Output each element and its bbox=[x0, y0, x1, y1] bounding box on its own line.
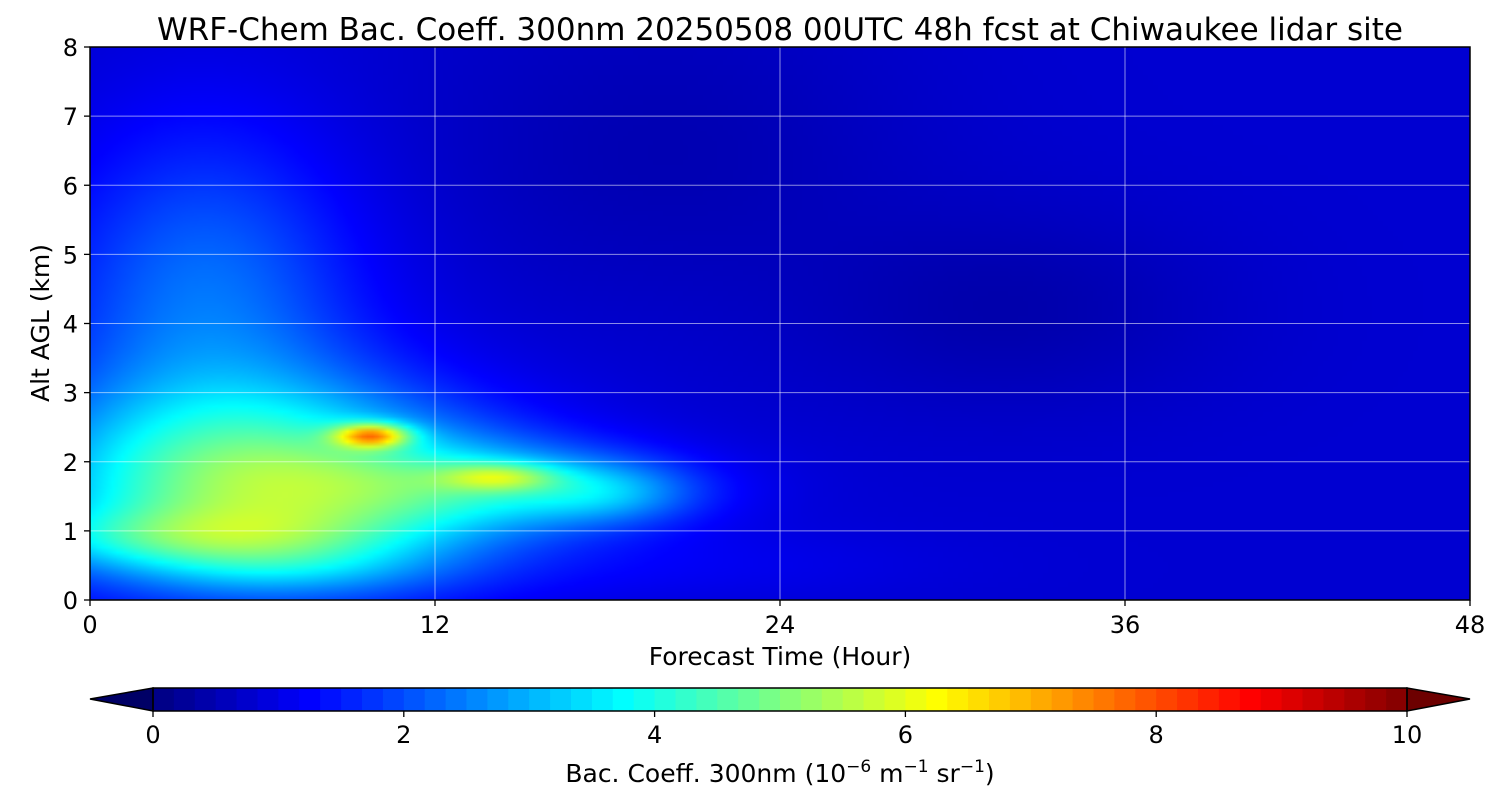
colorbar-segment bbox=[550, 688, 572, 711]
colorbar-segment bbox=[403, 688, 426, 711]
colorbar-segment bbox=[299, 688, 321, 711]
y-tick-label: 1 bbox=[63, 518, 78, 546]
colorbar-segment bbox=[173, 688, 196, 711]
colorbar-segment bbox=[968, 688, 990, 711]
colorbar-segment bbox=[842, 688, 865, 711]
colorbar-segment bbox=[884, 688, 906, 711]
colorbar-segment bbox=[1135, 688, 1157, 711]
colorbar-extend-min bbox=[89, 687, 154, 712]
y-tick-label: 2 bbox=[63, 449, 78, 477]
y-axis-label: Alt AGL (km) bbox=[26, 244, 55, 402]
colorbar-segment bbox=[571, 688, 593, 711]
colorbar-segment bbox=[1072, 688, 1095, 711]
colorbar-segment bbox=[466, 688, 488, 711]
colorbar-segment bbox=[236, 688, 259, 711]
plot-area bbox=[89, 46, 1471, 601]
colorbar-segment bbox=[445, 688, 468, 711]
colorbar-segment bbox=[278, 688, 300, 711]
colorbar-tick-label: 8 bbox=[1149, 721, 1164, 749]
y-tick-label: 8 bbox=[63, 34, 78, 62]
colorbar-segment bbox=[696, 688, 718, 711]
colorbar-segment bbox=[1260, 688, 1283, 711]
colorbar-segment bbox=[905, 688, 927, 711]
colorbar-segment bbox=[717, 688, 739, 711]
x-tick-label: 24 bbox=[765, 611, 796, 639]
colorbar-segment bbox=[194, 688, 217, 711]
colorbar-segment bbox=[1239, 688, 1262, 711]
colorbar-segment bbox=[947, 688, 969, 711]
x-tick-label: 48 bbox=[1455, 611, 1486, 639]
colorbar-frame bbox=[152, 687, 1408, 712]
colorbar: 0 2 4 6 8 10 Bac. Coeff. 300nm (10−6 m−1 sr−1… bbox=[89, 687, 1471, 788]
colorbar-label: Bac. Coeff. 300nm (10−6 m−1 sr−1) bbox=[565, 757, 994, 788]
x-axis: 0 12 24 36 48 bbox=[82, 600, 1485, 639]
colorbar-segment bbox=[1093, 688, 1115, 711]
colorbar-segment bbox=[800, 688, 823, 711]
y-axis: 0 1 2 3 4 5 6 7 8 bbox=[63, 34, 90, 615]
colorbar-segment bbox=[487, 688, 509, 711]
x-axis-label: Forecast Time (Hour) bbox=[649, 642, 912, 671]
colorbar-segment bbox=[675, 688, 697, 711]
colorbar-segment bbox=[1281, 688, 1304, 711]
colorbar-segment bbox=[759, 688, 781, 711]
colorbar-segment bbox=[738, 688, 760, 711]
colorbar-segment bbox=[1344, 688, 1366, 711]
chart-title: WRF-Chem Bac. Coeff. 300nm 20250508 00UT… bbox=[157, 12, 1403, 48]
colorbar-segment bbox=[1323, 688, 1345, 711]
colorbar-segment bbox=[215, 688, 238, 711]
colorbar-tick-label: 10 bbox=[1392, 721, 1423, 749]
y-tick-label: 3 bbox=[63, 380, 78, 408]
y-tick-label: 4 bbox=[63, 311, 78, 339]
colorbar-segment bbox=[1218, 688, 1241, 711]
colorbar-segment bbox=[529, 688, 551, 711]
colorbar-tick-label: 2 bbox=[396, 721, 411, 749]
colorbar-segment bbox=[612, 688, 635, 711]
colorbar-segment bbox=[257, 688, 279, 711]
colorbar-segment bbox=[821, 688, 844, 711]
colorbar-segment bbox=[780, 688, 802, 711]
colorbar-segment bbox=[1114, 688, 1136, 711]
colorbar-segment bbox=[1177, 688, 1199, 711]
colorbar-segment bbox=[1302, 688, 1324, 711]
x-tick-label: 36 bbox=[1110, 611, 1141, 639]
colorbar-segment bbox=[926, 688, 948, 711]
y-tick-label: 7 bbox=[63, 103, 78, 131]
x-tick-label: 0 bbox=[82, 611, 97, 639]
colorbar-extend-max bbox=[1406, 687, 1471, 712]
colorbar-segment bbox=[591, 688, 614, 711]
colorbar-tick-label: 0 bbox=[145, 721, 160, 749]
colorbar-segment bbox=[508, 688, 530, 711]
colorbar-segment bbox=[1365, 688, 1387, 711]
colorbar-segment bbox=[1051, 688, 1074, 711]
colorbar-segment bbox=[633, 688, 656, 711]
colorbar-segment bbox=[382, 688, 405, 711]
colorbar-segment bbox=[424, 688, 447, 711]
colorbar-segment bbox=[1156, 688, 1178, 711]
colorbar-segment bbox=[320, 688, 342, 711]
colorbar-tick-label: 4 bbox=[647, 721, 662, 749]
colorbar-segment bbox=[654, 688, 677, 711]
y-tick-label: 0 bbox=[63, 587, 78, 615]
colorbar-segment bbox=[341, 688, 363, 711]
colorbar-segment bbox=[1030, 688, 1053, 711]
colorbar-segments bbox=[153, 688, 1408, 711]
y-tick-label: 6 bbox=[63, 172, 78, 200]
colorbar-segment bbox=[863, 688, 886, 711]
colorbar-tick-label: 6 bbox=[898, 721, 913, 749]
colorbar-ticks: 0 2 4 6 8 10 bbox=[145, 711, 1422, 749]
colorbar-segment bbox=[1009, 688, 1032, 711]
colorbar-segment bbox=[153, 688, 175, 711]
x-tick-label: 12 bbox=[420, 611, 451, 639]
colorbar-segment bbox=[989, 688, 1011, 711]
colorbar-segment bbox=[1386, 688, 1408, 711]
y-tick-label: 5 bbox=[63, 241, 78, 269]
colorbar-segment bbox=[362, 688, 384, 711]
colorbar-segment bbox=[1198, 688, 1220, 711]
